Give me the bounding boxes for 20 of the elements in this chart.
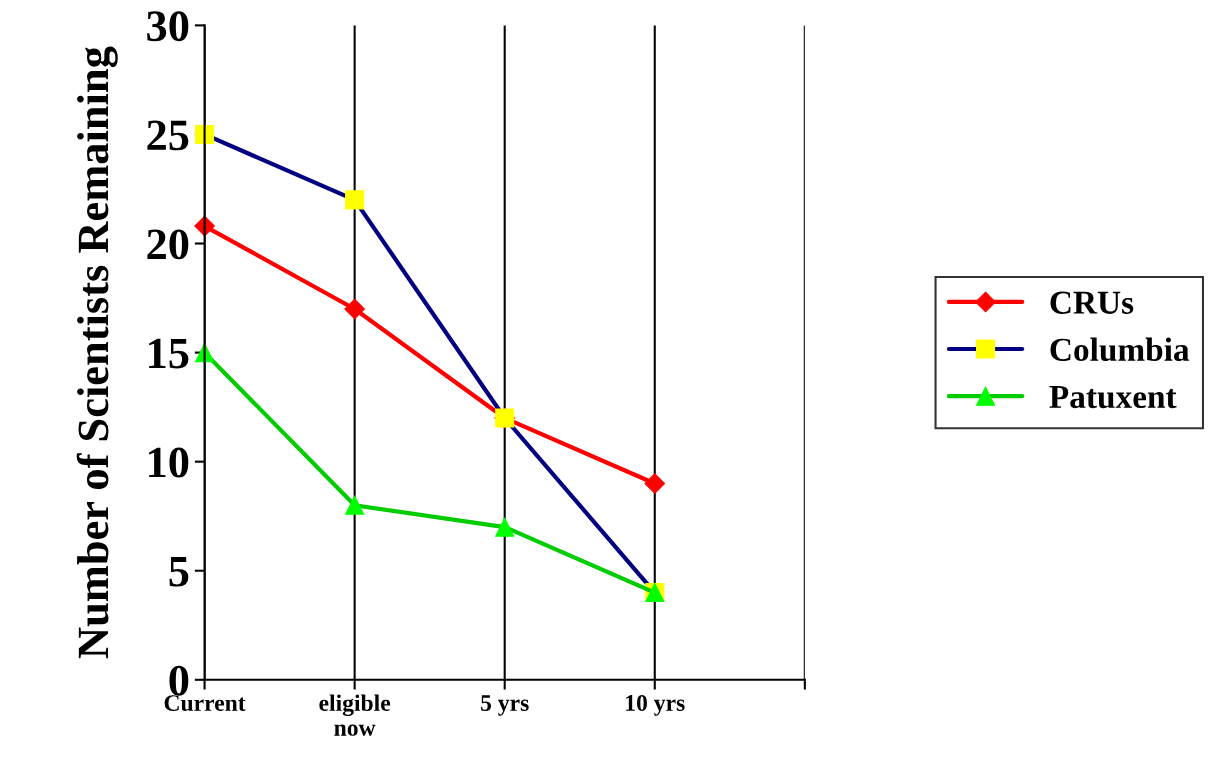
point xyxy=(495,517,515,537)
x-tick-label: 5 yrs xyxy=(481,695,529,716)
y-axis-title: Number of Scientists Remaining xyxy=(76,46,118,659)
legend-label: Patuxent xyxy=(1049,385,1177,409)
point xyxy=(644,473,666,494)
point xyxy=(344,298,365,320)
y-tick-label: 30 xyxy=(147,11,189,42)
y-tick-label: 10 xyxy=(149,447,189,478)
point xyxy=(345,190,365,210)
y-tick-label: 25 xyxy=(147,120,189,151)
x-tick-label: eligible now xyxy=(319,694,391,736)
y-tick-label: 20 xyxy=(147,229,189,260)
legend-label: Columbia xyxy=(1050,337,1190,362)
legend-label: CRUs xyxy=(1050,291,1134,314)
y-tick-label: 5 xyxy=(169,557,189,587)
x-tick-label: Current xyxy=(164,695,246,712)
y-tick-label: 0 xyxy=(169,665,189,696)
point xyxy=(345,495,365,515)
y-tick-label: 15 xyxy=(149,338,189,369)
x-tick-label: 10 yrs xyxy=(626,695,685,716)
